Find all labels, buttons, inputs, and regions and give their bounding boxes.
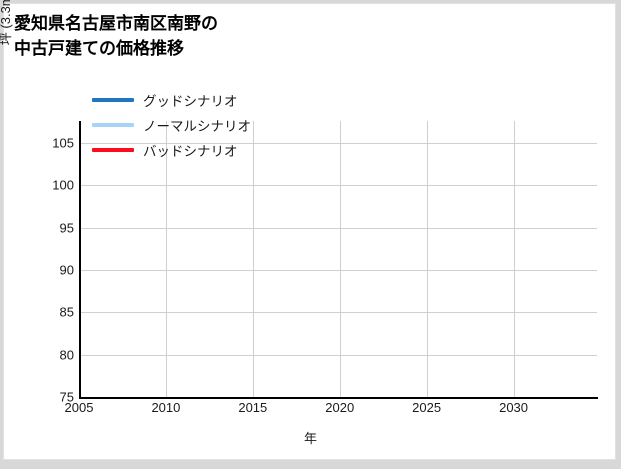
- x-tick-label: 2005: [64, 400, 94, 415]
- y-tick-label: 95: [59, 220, 74, 236]
- gridline-horizontal: [79, 270, 597, 271]
- plot-background: [79, 121, 597, 397]
- y-tick-label: 100: [52, 177, 74, 193]
- chart-legend: グッドシナリオ ノーマルシナリオ バッドシナリオ: [92, 92, 251, 159]
- x-tick-label: 2020: [325, 400, 355, 415]
- y-tick-label: 105: [52, 135, 74, 151]
- legend-item: グッドシナリオ: [92, 92, 251, 109]
- plot-area: [79, 121, 597, 398]
- x-tick-label: 2025: [412, 400, 442, 415]
- gridline-vertical: [339, 121, 341, 397]
- gridline-vertical: [252, 121, 254, 397]
- gridline-horizontal: [79, 185, 597, 187]
- chart-figure: 愛知県名古屋市南区南野の 中古戸建ての価格推移 75 80 85 90 95 100 105…: [0, 0, 616, 460]
- legend-color-swatch: [92, 148, 134, 152]
- gridline-horizontal: [79, 354, 597, 356]
- x-tick-label: 2015: [238, 400, 268, 415]
- y-tick-labels: 75 80 85 90 95 100 105: [4, 4, 74, 469]
- x-tick-label: 2010: [151, 400, 181, 415]
- legend-color-swatch: [92, 123, 134, 127]
- legend-label: グッドシナリオ: [143, 94, 238, 109]
- y-tick-label: 80: [59, 347, 74, 363]
- gridline-vertical: [513, 121, 515, 397]
- legend-item: ノーマルシナリオ: [92, 117, 251, 134]
- x-axis-label: 年: [303, 431, 317, 446]
- y-tick-label: 90: [59, 262, 74, 278]
- legend-label: バッドシナリオ: [143, 144, 238, 159]
- legend-color-swatch: [92, 98, 134, 102]
- gridline-horizontal: [79, 143, 597, 144]
- y-axis-spine: [79, 121, 81, 398]
- legend-item: バッドシナリオ: [92, 142, 251, 159]
- x-tick-label: 2030: [499, 400, 529, 415]
- x-axis-spine: [79, 397, 598, 399]
- y-tick-label: 75: [59, 389, 74, 405]
- y-axis-label: 坪 (3.3m²) 単価 (万円): [0, 0, 14, 122]
- gridline-vertical: [165, 121, 167, 397]
- legend-label: ノーマルシナリオ: [143, 119, 251, 134]
- chart-title: 愛知県名古屋市南区南野の 中古戸建ての価格推移: [14, 14, 218, 58]
- y-tick-label: 85: [59, 304, 74, 320]
- gridline-horizontal: [79, 312, 597, 314]
- gridline-horizontal: [79, 227, 597, 229]
- gridline-vertical: [426, 121, 428, 397]
